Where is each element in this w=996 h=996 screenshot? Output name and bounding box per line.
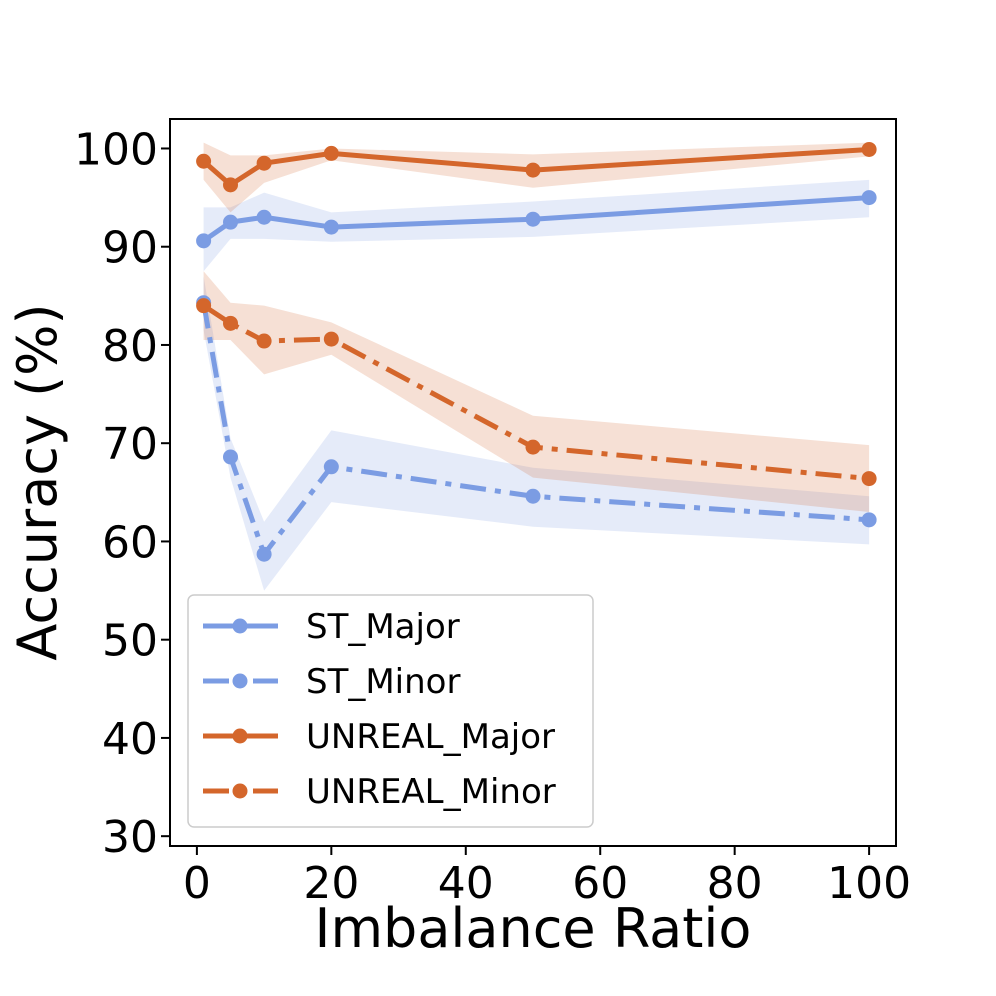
x-tick-label: 40 (438, 858, 494, 909)
y-tick-label: 50 (102, 616, 158, 667)
series-markers (196, 141, 877, 562)
point-st-major (323, 219, 339, 235)
point-unreal-major (525, 162, 541, 178)
point-unreal-minor (256, 333, 272, 349)
y-tick-label: 80 (102, 321, 158, 372)
point-st-major (861, 190, 877, 206)
point-st-major (196, 233, 212, 249)
x-tick-label: 60 (572, 858, 628, 909)
x-tick-label: 80 (707, 858, 763, 909)
y-tick-label: 90 (102, 223, 158, 274)
y-axis-label: Accuracy (%) (6, 303, 69, 660)
point-st-major (525, 211, 541, 227)
point-unreal-major (323, 145, 339, 161)
legend-label-unreal-major: UNREAL_Major (306, 717, 555, 757)
legend-label-unreal-minor: UNREAL_Minor (306, 772, 556, 812)
y-axis: 30 40 50 60 70 80 90 100 (74, 124, 170, 863)
point-unreal-minor (223, 315, 238, 331)
point-unreal-major (223, 177, 238, 193)
line-st-minor (201, 302, 870, 557)
point-st-major (223, 214, 238, 230)
x-axis: 0 20 40 60 80 100 (183, 846, 911, 909)
point-st-minor (861, 512, 877, 528)
point-unreal-major (256, 155, 272, 171)
line-unreal-minor (202, 303, 870, 482)
point-unreal-major (861, 141, 877, 157)
point-unreal-major (196, 153, 212, 169)
confidence-bands (203, 142, 870, 591)
x-tick-label: 100 (827, 858, 911, 909)
point-st-minor (256, 546, 272, 562)
point-unreal-minor (525, 439, 541, 455)
legend-marker-st-minor (232, 673, 248, 689)
legend: ST_Major ST_Minor UNREAL_Major UNREAL_Minor (187, 594, 594, 828)
band-st-minor (203, 276, 870, 591)
legend-label-st-minor: ST_Minor (306, 662, 460, 702)
plot-frame (169, 118, 897, 847)
band-unreal-minor (203, 271, 870, 512)
y-tick-label: 70 (102, 419, 158, 470)
point-unreal-minor (323, 331, 339, 347)
x-tick-label: 0 (183, 858, 211, 909)
point-unreal-minor (196, 298, 212, 314)
point-st-major (256, 209, 272, 225)
legend-label-st-major: ST_Major (306, 607, 460, 647)
point-st-minor (323, 459, 339, 475)
y-tick-label: 30 (102, 812, 158, 863)
x-tick-label: 20 (303, 858, 359, 909)
x-axis-label: Imbalance Ratio (315, 897, 752, 960)
point-st-minor (525, 488, 541, 504)
point-st-minor (223, 449, 238, 465)
legend-marker-unreal-major (232, 728, 248, 744)
legend-marker-st-major (232, 618, 248, 634)
y-tick-label: 60 (102, 517, 158, 568)
legend-box (187, 594, 594, 828)
point-unreal-minor (861, 471, 877, 487)
y-tick-label: 40 (102, 714, 158, 765)
y-tick-label: 100 (74, 124, 158, 175)
legend-marker-unreal-minor (232, 783, 248, 799)
